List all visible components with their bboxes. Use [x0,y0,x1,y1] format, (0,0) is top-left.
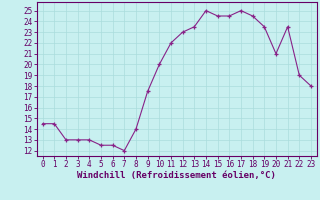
X-axis label: Windchill (Refroidissement éolien,°C): Windchill (Refroidissement éolien,°C) [77,171,276,180]
